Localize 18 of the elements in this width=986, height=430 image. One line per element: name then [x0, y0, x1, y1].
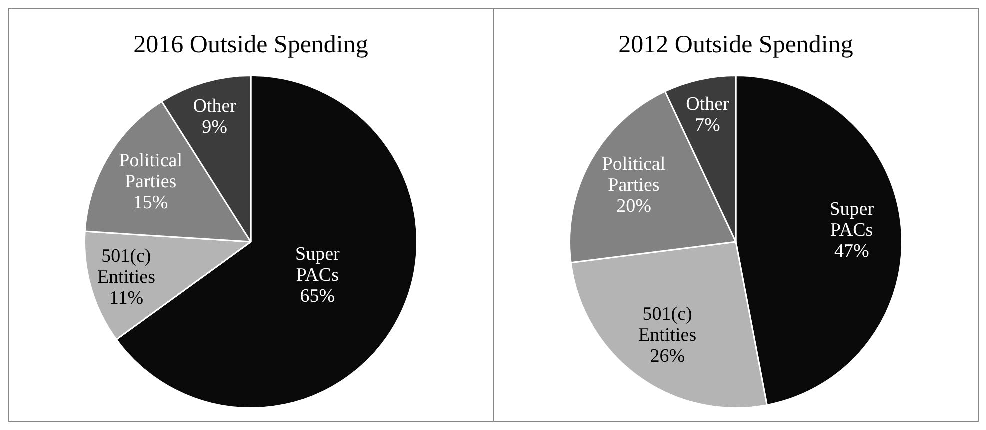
- slice-label: 501(c) Entities: [638, 304, 697, 346]
- slice-label: Other: [686, 94, 730, 115]
- data-label: 47%: [834, 241, 870, 262]
- chart-title: 2016 Outside Spending: [134, 32, 369, 59]
- slice-label: 501(c) Entities: [97, 246, 156, 288]
- slice-label: Super PACs: [295, 244, 340, 286]
- slice-label: Political Parties: [602, 154, 666, 196]
- data-label: 15%: [133, 192, 168, 214]
- slice-label: Political Parties: [119, 150, 182, 193]
- slice-label: Other: [193, 96, 238, 117]
- data-label: 20%: [616, 196, 652, 217]
- data-label: 65%: [300, 286, 336, 307]
- data-label: 9%: [202, 116, 228, 138]
- slice-label: Super PACs: [830, 199, 875, 242]
- data-label: 7%: [695, 114, 721, 136]
- data-label: 26%: [650, 346, 686, 368]
- chart-title: 2012 Outside Spending: [618, 32, 854, 59]
- data-label: 11%: [109, 288, 144, 310]
